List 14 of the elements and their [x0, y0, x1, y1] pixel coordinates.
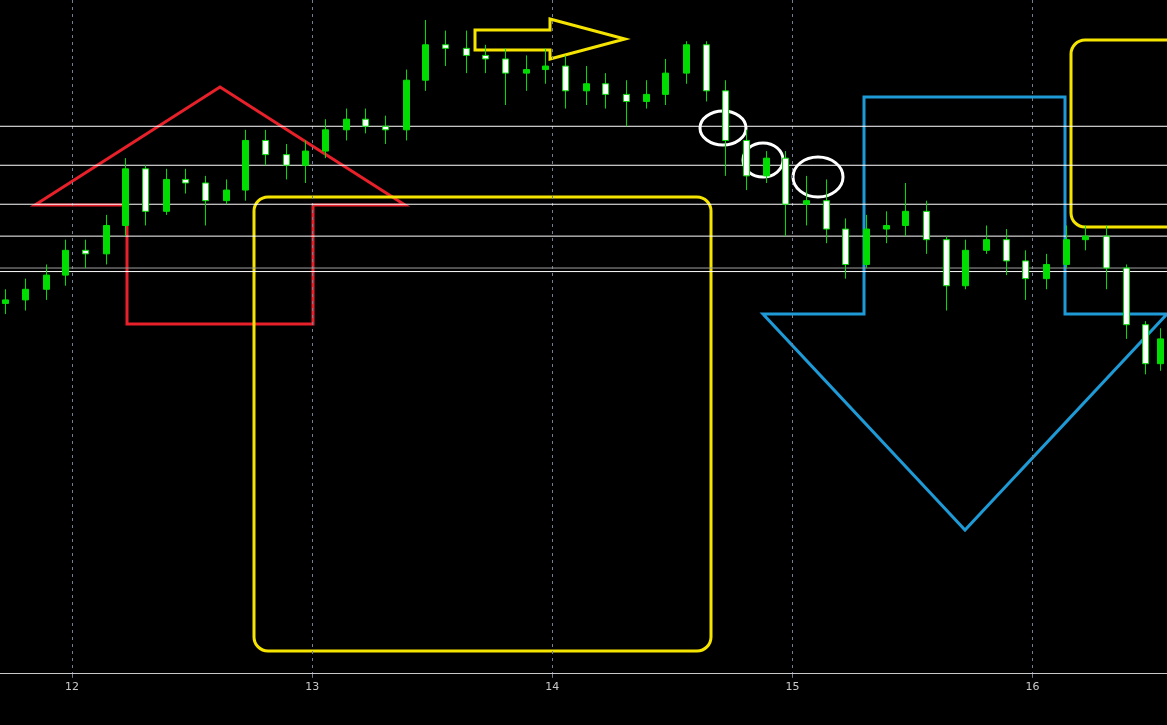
- candlestick: [523, 54, 530, 92]
- candlestick: [983, 225, 990, 255]
- candlestick: [803, 175, 810, 226]
- candlestick: [442, 30, 449, 67]
- x-tick-label: 15: [785, 680, 800, 694]
- x-tick-label: 14: [545, 680, 560, 694]
- x-tick-label: 12: [65, 680, 80, 694]
- x-tick-label: 16: [1025, 680, 1040, 694]
- candlestick: [322, 118, 329, 159]
- candlestick: [2, 288, 9, 315]
- candlestick: [602, 72, 609, 110]
- candlestick: [883, 210, 890, 244]
- candlestick: [502, 47, 509, 106]
- x-tick-label: 13: [305, 680, 320, 694]
